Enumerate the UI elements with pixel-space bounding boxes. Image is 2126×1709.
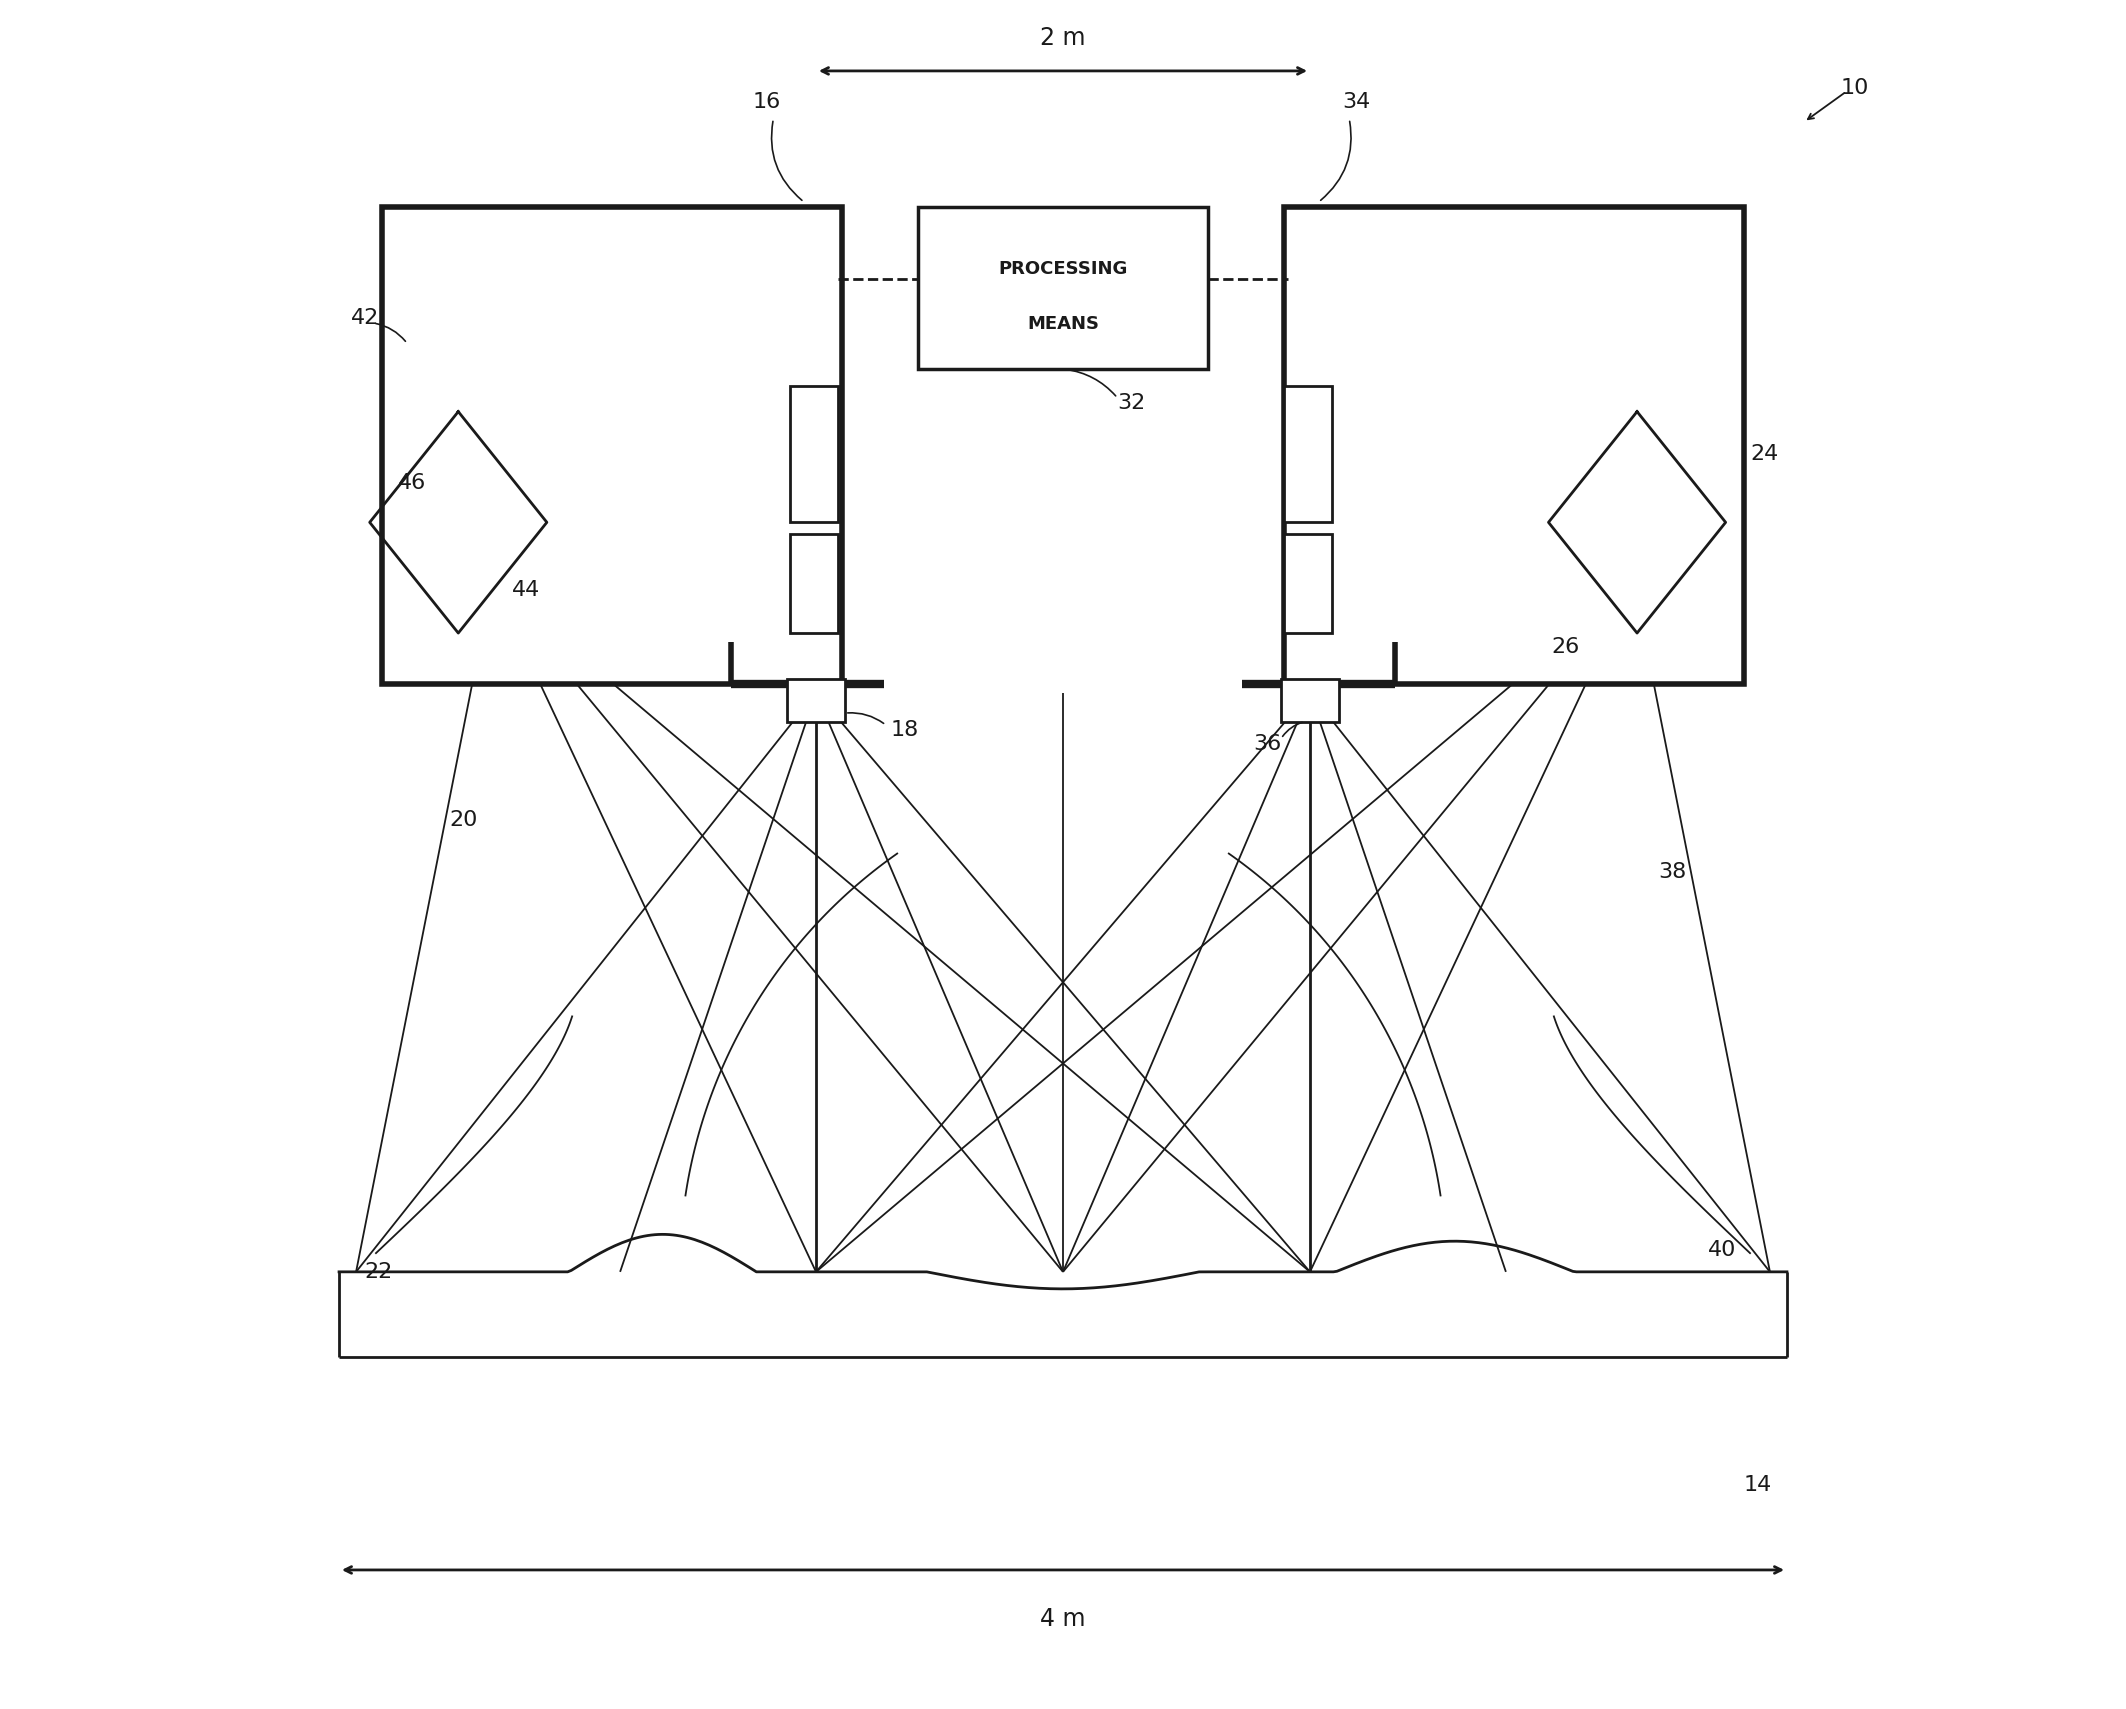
Text: 22: 22 [364,1261,393,1282]
Bar [791,386,838,523]
Text: 26: 26 [1552,637,1580,656]
Bar [1282,678,1339,721]
Bar [1284,535,1333,632]
Text: 36: 36 [1254,733,1282,754]
Text: PROCESSING: PROCESSING [999,260,1127,277]
Bar [918,207,1208,369]
Text: 2 m: 2 m [1040,26,1086,51]
Text: MEANS: MEANS [1027,314,1099,333]
Text: 32: 32 [1116,393,1146,414]
Text: 42: 42 [351,308,378,328]
Text: 40: 40 [1707,1239,1737,1260]
Text: 46: 46 [398,473,427,494]
Bar [1284,207,1743,684]
Text: 38: 38 [1658,861,1686,882]
Text: 14: 14 [1743,1475,1773,1495]
Text: 10: 10 [1841,79,1869,97]
Bar [1284,386,1333,523]
Bar [791,535,838,632]
Text: 16: 16 [753,92,780,111]
Text: 20: 20 [449,810,478,831]
Text: 24: 24 [1750,444,1779,465]
Text: 18: 18 [891,719,918,740]
Text: 44: 44 [512,581,540,600]
Bar [787,678,844,721]
Bar [383,207,842,684]
Text: 4 m: 4 m [1040,1608,1086,1632]
Text: 34: 34 [1342,92,1369,111]
